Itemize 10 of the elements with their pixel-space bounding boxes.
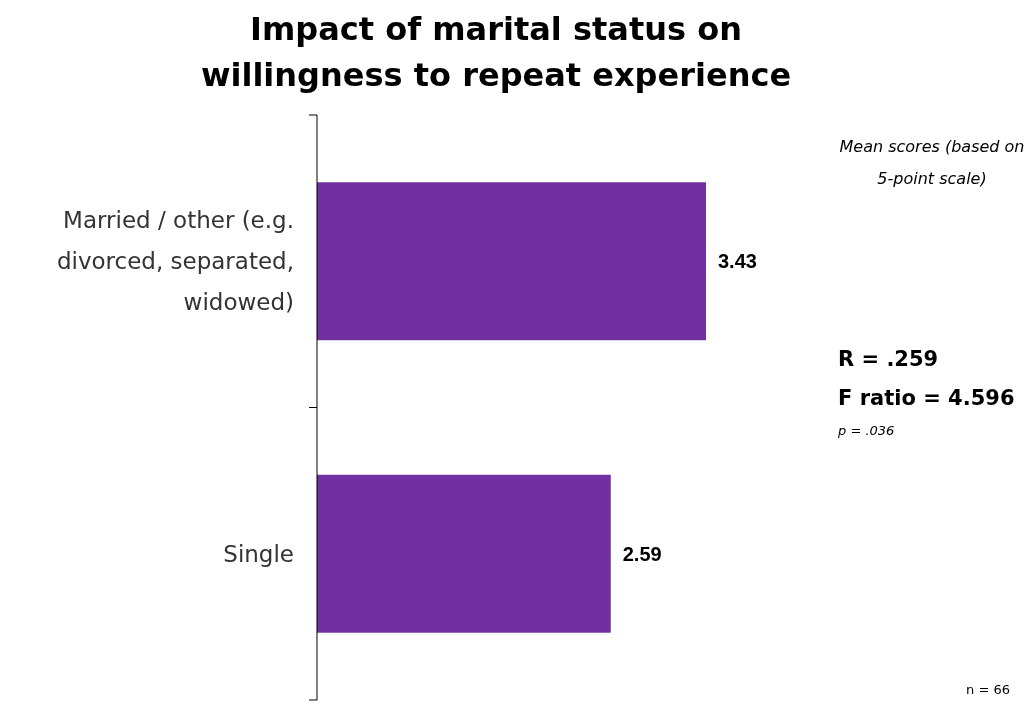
- y-tick-label: Single: [223, 540, 294, 567]
- text: F ratio = 4.596: [838, 386, 1015, 410]
- data-label: 3.43: [718, 250, 757, 273]
- data-label: 2.59: [622, 542, 662, 565]
- text: Mean scores (based on 5-point scale): [839, 137, 1025, 188]
- text: p = .036: [837, 423, 895, 438]
- y-tick-label: Married / other (e.g. divorced, separated, widowed): [56, 207, 294, 316]
- chart-title: Impact of marital status on willingness to repeat experience: [200, 10, 792, 94]
- text: R = .259: [838, 347, 939, 371]
- text: n = 66: [966, 682, 1010, 697]
